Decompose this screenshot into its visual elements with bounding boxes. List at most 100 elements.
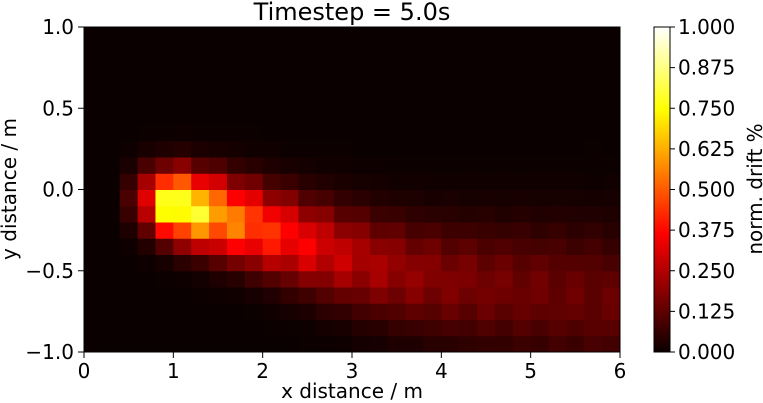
heatmap-cell [602,335,621,353]
heatmap-cell [101,75,121,93]
heatmap-cell [369,75,389,93]
heatmap-cell [119,108,139,125]
heatmap-cell [209,205,228,223]
heatmap-cell [280,92,299,109]
heatmap-cell [280,173,299,190]
heatmap-cell [262,75,282,93]
heatmap-cell [369,173,389,190]
heatmap-cell [459,335,478,353]
heatmap-cell [191,173,210,190]
heatmap-cell [101,140,121,158]
heatmap-cell [352,92,371,109]
heatmap-cell [84,27,103,44]
heatmap-cell [566,92,585,109]
heatmap-cell [316,124,335,142]
heatmap-cell [316,205,335,223]
heatmap-cell [298,287,317,304]
heatmap-cell [494,270,514,288]
heatmap-cell [316,287,335,304]
heatmap-cell [387,270,407,288]
heatmap-cell [441,173,460,190]
heatmap-cell [84,173,103,190]
heatmap-cell [280,254,299,272]
heatmap-cell [316,335,335,353]
heatmap-cell [280,287,299,304]
heatmap-cell [566,27,585,44]
heatmap-cell [191,75,210,93]
heatmap-cell [262,335,282,353]
heatmap-cell [244,108,264,125]
heatmap-cell [155,43,174,60]
heatmap-cell [405,75,424,93]
heatmap-cell [530,92,550,109]
heatmap-cell [566,43,585,60]
heatmap-cell [602,205,621,223]
heatmap-cell [512,27,532,44]
heatmap-cell [209,140,228,158]
heatmap-cell [405,92,424,109]
heatmap-cell [226,140,246,158]
heatmap-cell [494,335,514,353]
heatmap-cell [352,335,371,353]
heatmap-cell [173,319,192,337]
heatmap-cell [423,75,442,93]
heatmap-cell [280,140,299,158]
heatmap-cell [405,157,424,174]
heatmap-cell [280,157,299,174]
heatmap-cell [584,270,603,288]
heatmap-cell [459,75,478,93]
heatmap-cell [173,287,192,304]
heatmap-cell [369,59,389,77]
heatmap-cell [584,27,603,44]
heatmap-cell [477,157,496,174]
heatmap-cell [155,189,174,207]
heatmap-cell [173,92,192,109]
heatmap-cell [84,238,103,255]
heatmap-cell [512,92,532,109]
heatmap-cell [137,238,156,255]
heatmap-cell [387,92,407,109]
heatmap-cell [137,27,156,44]
heatmap-cell [137,270,156,288]
heatmap-cell [477,254,496,272]
heatmap-cell [441,75,460,93]
heatmap-cell [387,335,407,353]
heatmap-cell [119,287,139,304]
colorbar-tick-label: 0.250 [678,259,735,283]
heatmap-cell [137,222,156,239]
heatmap-cell [280,189,299,207]
heatmap-cell [280,108,299,125]
heatmap-cell [173,238,192,255]
heatmap-cell [459,303,478,320]
heatmap-cell [548,140,567,158]
heatmap-cell [101,92,121,109]
heatmap-cell [548,92,567,109]
heatmap-cell [352,303,371,320]
heatmap-cell [494,27,514,44]
heatmap-cell [209,75,228,93]
heatmap-cell [209,92,228,109]
heatmap-cell [262,319,282,337]
heatmap-cell [137,287,156,304]
heatmap-cell [477,189,496,207]
heatmap-cell [119,335,139,353]
colorbar-tick-label: 0.750 [678,96,735,120]
heatmap-cell [459,254,478,272]
heatmap-cell [530,254,550,272]
heatmap-cell [494,238,514,255]
heatmap-cell [84,287,103,304]
heatmap-cell [316,270,335,288]
heatmap-cell [548,254,567,272]
heatmap-cell [405,303,424,320]
y-tick-label: −0.5 [25,259,74,283]
heatmap-cell [387,108,407,125]
heatmap-cell [441,222,460,239]
heatmap-cell [316,140,335,158]
heatmap-cell [298,303,317,320]
heatmap-cell [548,157,567,174]
heatmap-cell [405,287,424,304]
heatmap-cell [441,189,460,207]
heatmap-cell [423,27,442,44]
heatmap-cell [119,157,139,174]
heatmap-cell [316,27,335,44]
